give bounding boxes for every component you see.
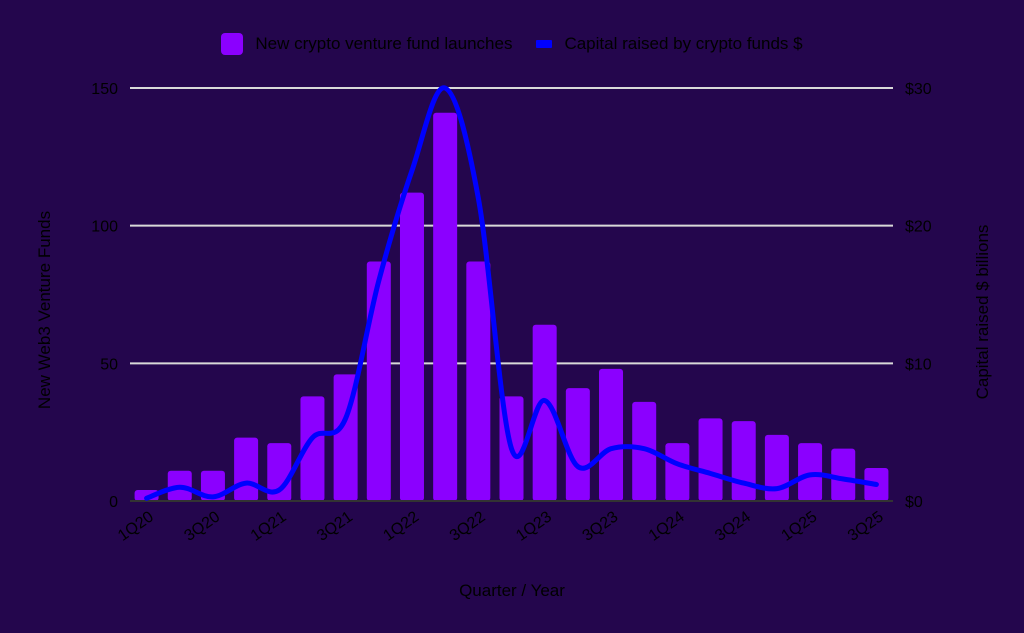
legend-item-capital-raised[interactable]: Capital raised by crypto funds $: [536, 34, 803, 54]
bar-2Q22[interactable]: [433, 112, 458, 501]
line-swatch-icon: [536, 40, 553, 48]
x-tick-label: 3Q22: [447, 508, 489, 544]
x-tick-label: 3Q21: [314, 508, 356, 544]
bar-2Q23[interactable]: [565, 388, 590, 501]
y-left-tick-label: 150: [91, 81, 118, 98]
bar-2Q21[interactable]: [300, 396, 325, 501]
bar-3Q24[interactable]: [731, 421, 756, 501]
legend-label-fund-launches: New crypto venture fund launches: [255, 34, 513, 53]
x-tick-label: 3Q24: [712, 508, 754, 544]
y-axis-right-ticks: $0 $10 $20 $30: [905, 81, 932, 511]
bar-4Q20[interactable]: [234, 437, 259, 501]
x-tick-label: 1Q24: [646, 508, 688, 544]
y-left-tick-label: 0: [109, 494, 118, 511]
x-tick-label: 1Q20: [115, 508, 157, 544]
x-tick-label: 3Q20: [181, 508, 223, 544]
legend-item-fund-launches[interactable]: New crypto venture fund launches: [221, 33, 512, 55]
x-axis-ticks: 1Q20 3Q20 1Q21 3Q21 1Q22 3Q22 1Q23 3Q23 1Q24 3Q24…: [115, 508, 887, 544]
bar-4Q21[interactable]: [366, 261, 391, 501]
x-tick-label: 1Q25: [779, 508, 821, 544]
y-right-tick-label: $10: [905, 356, 932, 373]
bar-2Q25[interactable]: [831, 448, 856, 501]
chart-legend: New crypto venture fund launches Capital…: [0, 30, 1024, 58]
gridlines: [130, 87, 893, 365]
y-axis-left-title: New Web3 Venture Funds: [35, 211, 54, 409]
y-axis-right-title: Capital raised $ billions: [973, 225, 992, 400]
y-right-tick-label: $30: [905, 81, 932, 98]
bar-1Q23[interactable]: [532, 324, 557, 501]
bar-swatch-icon: [221, 33, 244, 55]
y-right-tick-label: $0: [905, 494, 923, 511]
bar-1Q25[interactable]: [798, 443, 823, 501]
x-tick-label: 3Q23: [580, 508, 622, 544]
x-tick-label: 1Q22: [380, 508, 422, 544]
x-tick-label: 1Q21: [248, 508, 290, 544]
bar-4Q23[interactable]: [632, 401, 657, 501]
y-left-tick-label: 100: [91, 219, 118, 236]
line-series: [144, 85, 879, 501]
bar-3Q23[interactable]: [599, 368, 624, 501]
bar-3Q22[interactable]: [466, 261, 491, 501]
x-tick-label: 1Q23: [513, 508, 555, 544]
x-tick-label: 3Q25: [845, 508, 887, 544]
y-right-tick-label: $20: [905, 219, 932, 236]
bar-1Q24[interactable]: [665, 443, 690, 501]
bar-series: [134, 112, 889, 502]
bar-1Q22[interactable]: [399, 192, 424, 502]
bar-2Q24[interactable]: [698, 418, 723, 501]
y-left-tick-label: 50: [100, 356, 118, 373]
x-axis-title: Quarter / Year: [459, 581, 565, 600]
y-axis-left-ticks: 0 50 100 150: [91, 81, 118, 511]
legend-label-capital-raised: Capital raised by crypto funds $: [564, 34, 803, 53]
